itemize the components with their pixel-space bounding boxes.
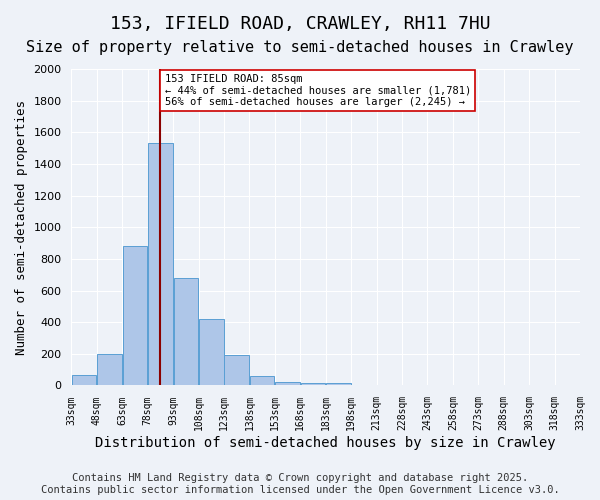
Text: 153, IFIELD ROAD, CRAWLEY, RH11 7HU: 153, IFIELD ROAD, CRAWLEY, RH11 7HU	[110, 15, 490, 33]
Bar	[97, 354, 122, 386]
Bar	[224, 354, 249, 386]
Bar	[148, 144, 173, 386]
Text: Contains HM Land Registry data © Crown copyright and database right 2025.
Contai: Contains HM Land Registry data © Crown c…	[41, 474, 559, 495]
Bar	[326, 383, 351, 386]
Y-axis label: Number of semi-detached properties: Number of semi-detached properties	[15, 100, 28, 354]
Bar	[122, 246, 147, 386]
Bar	[173, 278, 198, 386]
Bar	[250, 376, 274, 386]
X-axis label: Distribution of semi-detached houses by size in Crawley: Distribution of semi-detached houses by …	[95, 436, 556, 450]
Bar	[72, 375, 97, 386]
Bar	[301, 382, 325, 386]
Text: Size of property relative to semi-detached houses in Crawley: Size of property relative to semi-detach…	[26, 40, 574, 55]
Bar	[275, 382, 300, 386]
Bar	[199, 319, 224, 386]
Text: 153 IFIELD ROAD: 85sqm
← 44% of semi-detached houses are smaller (1,781)
56% of : 153 IFIELD ROAD: 85sqm ← 44% of semi-det…	[164, 74, 471, 107]
